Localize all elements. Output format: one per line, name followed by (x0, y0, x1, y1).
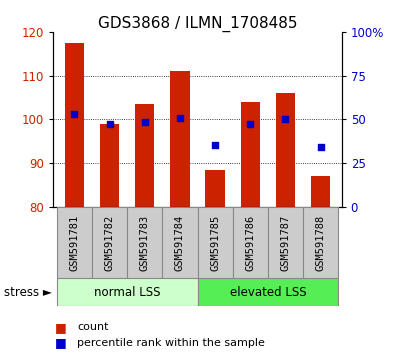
Text: GSM591782: GSM591782 (105, 215, 115, 270)
Text: ■: ■ (55, 321, 67, 334)
Bar (57, 207, 92, 278)
Bar (57, 278, 198, 306)
Bar (162, 207, 198, 278)
Point (282, 116, 289, 121)
Bar (205, 170, 225, 207)
Bar (198, 278, 338, 306)
Text: GSM591786: GSM591786 (245, 215, 255, 270)
Bar (268, 207, 303, 278)
Text: ■: ■ (55, 336, 67, 349)
Text: GSM591783: GSM591783 (140, 215, 150, 270)
Text: normal LSS: normal LSS (94, 286, 160, 298)
Bar (276, 93, 295, 207)
Text: GSM591785: GSM591785 (210, 215, 220, 270)
Text: elevated LSS: elevated LSS (229, 286, 306, 298)
Bar (65, 43, 84, 207)
Point (212, 142, 218, 148)
Text: GSM591788: GSM591788 (316, 215, 325, 270)
Bar (233, 207, 268, 278)
Text: GSM591787: GSM591787 (280, 215, 290, 270)
Bar (127, 207, 162, 278)
Bar (311, 176, 330, 207)
Text: stress ►: stress ► (4, 286, 52, 298)
Point (318, 144, 324, 149)
Point (141, 119, 148, 125)
Bar (100, 124, 119, 207)
Point (247, 121, 254, 127)
Bar (303, 207, 338, 278)
Point (71, 111, 77, 116)
Bar (170, 71, 190, 207)
Bar (92, 207, 127, 278)
Point (106, 121, 113, 127)
Bar (198, 207, 233, 278)
Bar (241, 102, 260, 207)
Point (177, 115, 183, 121)
Text: GDS3868 / ILMN_1708485: GDS3868 / ILMN_1708485 (98, 16, 297, 32)
Text: count: count (77, 322, 109, 332)
Text: GSM591784: GSM591784 (175, 215, 185, 270)
Text: percentile rank within the sample: percentile rank within the sample (77, 338, 265, 348)
Text: GSM591781: GSM591781 (70, 215, 79, 270)
Bar (135, 104, 154, 207)
